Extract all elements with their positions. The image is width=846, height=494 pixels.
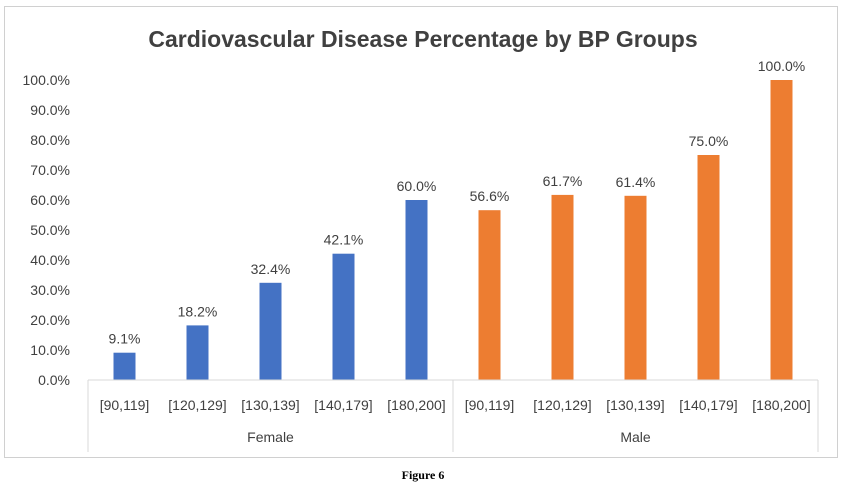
x-category-label: [90,119] [100,397,150,413]
bar-chart: Cardiovascular Disease Percentage by BP … [23,26,819,452]
data-label: 32.4% [251,261,291,277]
y-tick-label: 60.0% [30,192,70,208]
data-label: 61.4% [616,174,656,190]
x-category-label: [180,200] [752,397,810,413]
y-tick-label: 20.0% [30,312,70,328]
bar-female [332,253,355,380]
x-category-label: [180,200] [387,397,445,413]
bar-female [259,282,282,380]
bar-male [697,155,720,380]
y-tick-label: 40.0% [30,252,70,268]
data-label: 100.0% [758,58,805,74]
data-label: 42.1% [324,232,364,248]
figure-caption: Figure 6 [401,468,445,482]
data-label: 18.2% [178,303,218,319]
chart-title: Cardiovascular Disease Percentage by BP … [148,26,697,52]
x-category-label: [140,179] [679,397,737,413]
bar-female [113,352,136,380]
bar-male [770,80,793,380]
x-category-label: [130,139] [606,397,664,413]
data-label: 75.0% [689,133,729,149]
y-tick-label: 30.0% [30,282,70,298]
x-category-label: [140,179] [314,397,372,413]
y-tick-label: 80.0% [30,132,70,148]
x-category-label: [120,129] [168,397,226,413]
y-tick-label: 50.0% [30,222,70,238]
x-category-label: [90,119] [465,397,515,413]
y-tick-label: 90.0% [30,102,70,118]
x-category-label: [120,129] [533,397,591,413]
data-label: 60.0% [397,178,437,194]
bar-male [551,194,574,380]
data-label: 61.7% [543,173,583,189]
data-label: 56.6% [470,188,510,204]
y-tick-label: 0.0% [38,372,70,388]
x-category-label: [130,139] [241,397,299,413]
data-label: 9.1% [109,331,141,347]
x-group-label: Female [247,429,294,445]
y-tick-label: 10.0% [30,342,70,358]
bar-female [186,325,209,380]
bar-female [405,200,428,380]
bar-male [624,195,647,380]
y-tick-label: 70.0% [30,162,70,178]
y-tick-label: 100.0% [23,72,70,88]
x-group-label: Male [620,429,651,445]
bar-male [478,210,501,380]
